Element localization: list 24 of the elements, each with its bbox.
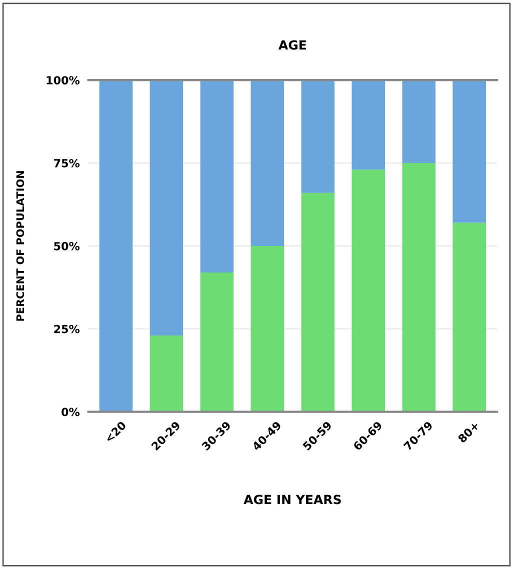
chart-title: AGE — [278, 40, 306, 50]
bar — [99, 80, 133, 412]
bar — [200, 80, 234, 272]
y-tick-label: 0% — [62, 408, 80, 416]
x-axis-title: AGE IN YEARS — [244, 494, 341, 504]
bar — [301, 80, 335, 193]
bar — [250, 80, 284, 246]
y-tick-label: 50% — [54, 242, 80, 250]
bar — [301, 192, 335, 412]
y-tick-label: 75% — [54, 158, 80, 168]
bar — [352, 80, 386, 170]
bar — [250, 246, 284, 412]
bar — [352, 170, 386, 412]
bar — [150, 80, 184, 336]
y-tick-label: 100% — [46, 76, 80, 84]
bar — [150, 336, 184, 412]
y-tick-label: 25% — [54, 324, 80, 334]
bar — [200, 272, 234, 412]
bar — [402, 163, 436, 412]
bar — [452, 222, 486, 412]
bar — [402, 80, 436, 164]
x-tick-label: 80+ — [457, 421, 480, 444]
y-axis-title: PERCENT OF POPULATION — [16, 171, 24, 321]
bar — [452, 80, 486, 223]
